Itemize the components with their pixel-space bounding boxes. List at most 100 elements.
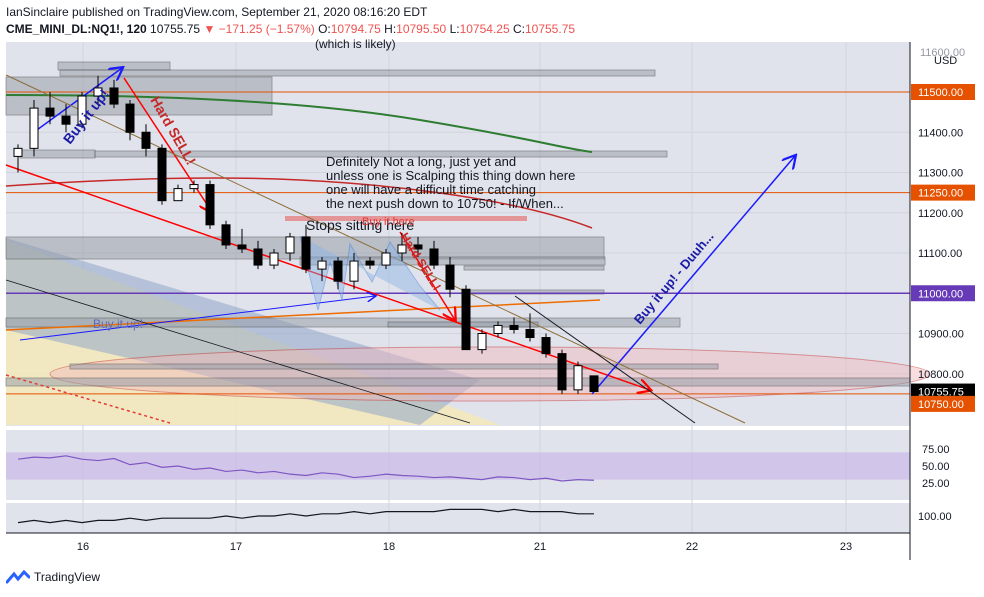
price-change: ▼ −171.25 (−1.57%)	[203, 22, 315, 36]
time-axis[interactable]: 16 17 18 21 22 23	[77, 541, 852, 553]
open-label: O:	[318, 22, 331, 36]
annotation-text: Buy it up!	[93, 317, 143, 331]
annotation-text: one will have a difficult time catching	[326, 182, 536, 197]
zone-box	[59, 69, 656, 77]
blue-arrow	[29, 68, 122, 136]
blue-arrow	[19, 296, 375, 341]
candle-body	[237, 244, 247, 250]
axis-top-partial: 11600.00	[920, 47, 965, 59]
zone-box	[94, 150, 668, 158]
red-ellipse	[49, 346, 931, 402]
price-tick-label: 11200.00	[918, 208, 963, 220]
lower-indicator: 100.00	[17, 508, 952, 524]
rsi-indicator: 75.00 50.00 25.00	[6, 444, 950, 490]
lower-pane-bg	[6, 503, 910, 533]
time-tick-label: 23	[840, 541, 852, 553]
red-arrow	[399, 231, 455, 320]
annotation-text: (which is likely)	[315, 37, 396, 51]
lower-axis-label: 100.00	[918, 511, 952, 523]
candle-body	[221, 224, 231, 246]
candle-body	[525, 328, 535, 339]
red-ma	[5, 177, 593, 229]
green-ma	[5, 94, 593, 153]
candle-body	[365, 260, 375, 266]
price-tick-label: 10900.00	[918, 329, 964, 341]
currency-label: USD	[934, 55, 957, 67]
price-level-tag	[911, 84, 975, 100]
candle-body	[413, 244, 423, 250]
candle-body	[173, 188, 183, 202]
price-level-label: 11000.00	[918, 288, 963, 300]
candle-body	[349, 260, 359, 282]
price-level-label: 11250.00	[918, 188, 963, 200]
candles	[13, 75, 599, 394]
price-tick-label: 11100.00	[918, 248, 962, 260]
zone-box	[285, 216, 527, 221]
time-tick-label: 17	[230, 541, 242, 553]
footer-brand[interactable]: TradingView	[34, 570, 101, 584]
low-label: L:	[449, 22, 460, 36]
candle-body	[109, 87, 119, 105]
price-level-tag	[911, 285, 975, 302]
candle-body	[509, 324, 519, 330]
price-level-tag	[911, 383, 975, 400]
candle-body	[285, 236, 295, 254]
candle-body	[141, 131, 151, 149]
zone-box	[57, 61, 171, 71]
candle-body	[93, 87, 103, 97]
annotation-text: Definitely Not a long, just yet and	[326, 154, 516, 169]
candle-body	[45, 107, 55, 117]
candle-body	[445, 264, 455, 290]
candle-body	[477, 333, 487, 351]
lower-line	[17, 508, 594, 524]
candle-body	[333, 260, 343, 282]
ohlc-legend: CME_MINI_DL:NQ1!, 120 10755.75 ▼ −171.25…	[6, 22, 575, 36]
candle-body	[61, 115, 71, 125]
high-value: 10795.50	[396, 22, 447, 36]
candle-body	[429, 248, 439, 266]
candle-body	[157, 147, 167, 202]
candle-body	[77, 95, 87, 125]
zone-box	[5, 317, 681, 328]
annotation-text: Stops sitting here	[306, 217, 414, 233]
tradingview-logo-icon	[6, 570, 30, 584]
drawings	[5, 61, 931, 425]
time-tick-label: 21	[534, 541, 546, 553]
black-trend	[514, 295, 696, 424]
candle-body	[589, 375, 599, 393]
annotation-text: unless one is Scalping this thing down h…	[326, 168, 575, 183]
candle-body	[397, 244, 407, 254]
candle-body	[269, 252, 279, 266]
zone-box	[69, 363, 719, 370]
price-tick-label: 10800.00	[918, 369, 964, 381]
price-tick-label: 11300.00	[918, 168, 963, 180]
candle-body	[125, 103, 135, 133]
rsi-line	[17, 455, 595, 482]
candle-body	[189, 184, 199, 190]
time-tick-label: 22	[686, 541, 698, 553]
zone-box	[5, 377, 911, 387]
price-tick-label: 11400.00	[918, 127, 963, 139]
candle-body	[253, 248, 263, 266]
price-level-tag	[911, 395, 975, 412]
annotation-text: Buy it here	[362, 216, 415, 228]
candle-body	[205, 184, 215, 226]
price-level-tag	[911, 184, 975, 201]
zone-box	[19, 149, 96, 159]
candle-body	[13, 147, 23, 157]
rsi-band	[6, 452, 910, 480]
time-tick-label: 16	[77, 541, 89, 553]
tan-trend	[5, 74, 746, 424]
candle-body	[541, 337, 551, 355]
publisher-line: IanSinclaire published on TradingView.co…	[6, 5, 428, 19]
high-label: H:	[384, 22, 397, 36]
black-trend	[5, 279, 471, 424]
blue-arrow	[591, 156, 795, 395]
rsi-axis-label: 50.00	[922, 461, 950, 473]
rsi-axis-label: 75.00	[922, 444, 950, 456]
pattern	[299, 235, 441, 311]
low-value: 10754.25	[459, 22, 510, 36]
symbol-label[interactable]: CME_MINI_DL:NQ1!, 120	[6, 22, 147, 36]
